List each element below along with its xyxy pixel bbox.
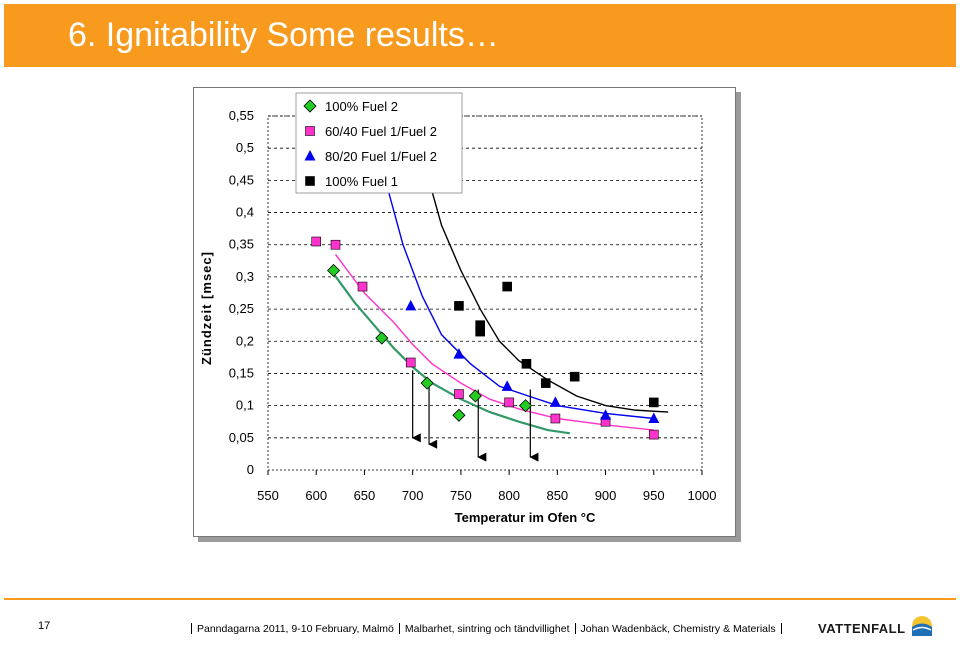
y-tick-label: 0,45 [229, 172, 254, 187]
legend-marker-3 [305, 176, 315, 186]
data-point-s1 [454, 389, 464, 399]
y-tick-label: 0,1 [236, 398, 254, 413]
data-point-s2 [453, 348, 465, 359]
trend-line-1 [334, 253, 654, 431]
footer-separator [574, 623, 576, 634]
y-tick-label: 0,4 [236, 205, 254, 220]
footer-separator [191, 623, 192, 634]
legend-label-0: 100% Fuel 2 [325, 99, 398, 114]
data-point-s3 [648, 397, 659, 408]
data-point-s3 [475, 326, 485, 337]
data-point-s2 [549, 396, 561, 407]
legend-label-3: 100% Fuel 1 [325, 174, 398, 189]
x-tick-label: 550 [257, 488, 279, 503]
data-point-s3 [521, 358, 532, 369]
footer-separator [780, 623, 782, 634]
footer-author: Johan Wadenbäck, Chemistry & Materials [580, 623, 776, 635]
chart-frame: 0 0,05 0,1 0,15 0,2 0,25 0,3 0,35 0,4 0,45 0,5 0,55… [193, 87, 736, 537]
page-number: 17 [38, 620, 51, 632]
trend-line-3 [426, 173, 669, 413]
y-tick-label: 0,35 [229, 237, 254, 252]
data-point-s1 [311, 236, 322, 247]
data-point-s2 [405, 299, 417, 311]
data-point-s0 [327, 263, 341, 278]
legend-label-2: 80/20 Fuel 1/Fuel 2 [325, 149, 437, 164]
y-tick-label: 0,15 [229, 365, 254, 380]
data-point-s1 [648, 429, 659, 440]
x-tick-label: 900 [595, 488, 617, 503]
data-point-s2 [501, 380, 513, 391]
data-point-s1 [504, 397, 514, 408]
footer-event: Panndagarna 2011, 9-10 February, Malmö [197, 623, 394, 635]
y-tick-label: 0,3 [236, 269, 254, 284]
y-tick-label: 0,05 [229, 430, 254, 445]
y-tick-label: 0,2 [236, 333, 254, 348]
footer-text: Panndagarna 2011, 9-10 February, Malmö Ma… [186, 623, 787, 635]
x-tick-label: 600 [305, 488, 327, 503]
data-point-s0 [375, 331, 389, 345]
legend-marker-0 [303, 99, 317, 113]
y-tick-label: 0,55 [229, 108, 254, 123]
data-point-s0 [518, 399, 533, 413]
data-point-s1 [405, 357, 416, 368]
legend-marker-1 [305, 126, 315, 136]
legend-box [295, 92, 463, 194]
x-tick-label: 800 [498, 488, 520, 503]
page-title: 6. Ignitability Some results… [68, 16, 499, 54]
data-point-s1 [330, 239, 341, 250]
trend-line-2 [383, 173, 654, 420]
x-tick-label: 950 [643, 488, 665, 503]
x-tick-label: 850 [546, 488, 568, 503]
data-point-s3 [454, 301, 464, 311]
x-tick-label: 1000 [688, 488, 717, 503]
title-bar: 6. Ignitability Some results… [4, 4, 956, 67]
footer-separator [398, 623, 400, 634]
data-point-s3 [540, 378, 551, 388]
footer-topic: Malbarhet, sintring och tändvillighet [404, 623, 570, 635]
data-point-s0 [420, 376, 434, 390]
plot-area [267, 115, 703, 471]
y-tick-label: 0 [247, 462, 254, 477]
legend-label-1: 60/40 Fuel 1/Fuel 2 [325, 124, 437, 139]
x-axis-title: Temperatur im Ofen °C [455, 510, 596, 525]
x-tick-label: 750 [450, 488, 472, 503]
y-axis-title: Zündzeit [msec] [199, 251, 214, 365]
logo-wordmark: VATTENFALL [818, 621, 906, 636]
data-point-s3 [502, 281, 512, 292]
footer-rule [4, 598, 956, 600]
y-tick-label: 0,5 [236, 140, 254, 155]
data-point-s3 [569, 371, 580, 382]
legend-marker-2 [304, 150, 316, 161]
data-point-s1 [550, 413, 561, 424]
data-point-s0 [452, 408, 466, 422]
ignition-chart: 0 0,05 0,1 0,15 0,2 0,25 0,3 0,35 0,4 0,45 0,5 0,55… [199, 92, 717, 525]
sun-icon [912, 616, 932, 636]
data-point-s2 [648, 412, 660, 424]
data-point-s2 [600, 409, 612, 420]
data-point-s0 [468, 389, 482, 403]
x-tick-label: 700 [402, 488, 424, 503]
x-tick-label: 650 [354, 488, 376, 503]
data-point-s1 [357, 281, 368, 292]
y-tick-label: 0,25 [229, 301, 254, 316]
